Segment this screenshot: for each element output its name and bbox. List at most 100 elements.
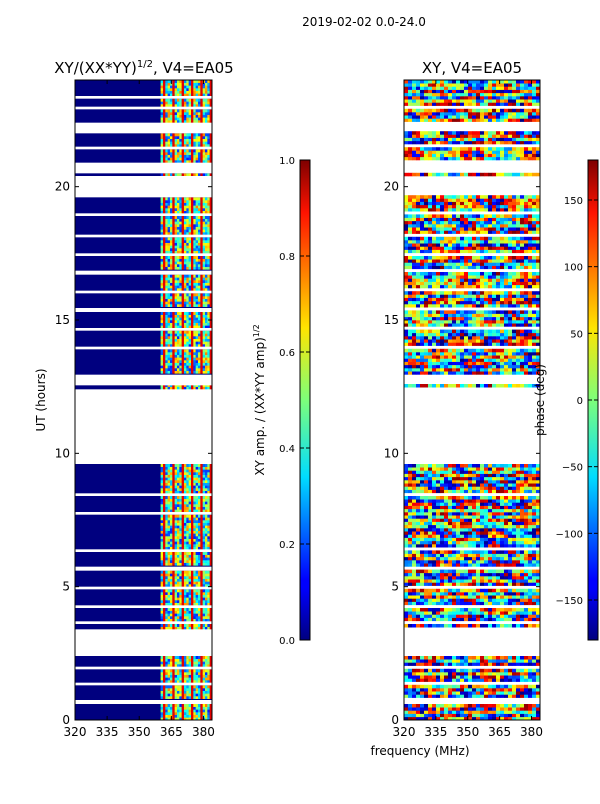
phase-cell bbox=[536, 553, 541, 558]
amp-cell bbox=[200, 149, 203, 153]
amp-cell bbox=[165, 200, 168, 203]
phase-cell bbox=[528, 675, 533, 679]
phase-cell bbox=[492, 608, 497, 612]
amp-cell bbox=[160, 578, 164, 582]
phase-cell bbox=[448, 668, 453, 673]
phase-cell bbox=[416, 716, 421, 721]
phase-cell bbox=[492, 592, 497, 596]
phase-cell bbox=[504, 582, 509, 586]
phase-cell bbox=[512, 521, 517, 526]
amp-cell bbox=[183, 533, 187, 537]
amp-cell bbox=[165, 368, 168, 371]
amp-cell bbox=[176, 120, 180, 123]
amp-cell bbox=[176, 104, 180, 107]
phase-cell bbox=[492, 524, 497, 529]
phase-cell bbox=[440, 592, 445, 596]
amp-cell bbox=[183, 80, 187, 83]
amp-cell bbox=[179, 293, 182, 297]
amp-cell bbox=[160, 354, 164, 358]
phase-cell bbox=[484, 688, 489, 692]
amp-cell bbox=[174, 672, 178, 675]
amp-cell bbox=[197, 248, 201, 251]
amp-cell bbox=[167, 216, 171, 219]
amp-cell bbox=[176, 322, 180, 326]
phase-cell bbox=[496, 694, 501, 698]
amp-cell bbox=[165, 218, 168, 222]
phase-cell bbox=[448, 550, 453, 554]
amp-cell bbox=[179, 98, 182, 102]
amp-cell bbox=[165, 469, 168, 473]
amp-cell bbox=[193, 597, 196, 601]
amp-cell bbox=[195, 173, 199, 177]
phase-cell bbox=[528, 582, 533, 586]
amp-cell bbox=[174, 266, 178, 270]
amp-cell bbox=[169, 504, 173, 507]
amp-cell bbox=[186, 210, 189, 214]
amp-cell bbox=[172, 472, 175, 475]
amp-cell bbox=[202, 330, 206, 334]
phase-cell bbox=[508, 614, 513, 618]
phase-cell bbox=[452, 694, 457, 698]
phase-cell bbox=[416, 572, 421, 577]
amp-cell bbox=[183, 232, 187, 235]
amp-cell bbox=[200, 613, 203, 617]
phase-cell bbox=[484, 614, 489, 618]
phase-cell bbox=[448, 608, 453, 612]
amp-cell bbox=[186, 221, 189, 225]
phase-cell bbox=[432, 694, 437, 698]
amp-cell bbox=[165, 344, 168, 347]
amp-cell bbox=[207, 288, 210, 291]
phase-cell bbox=[536, 662, 541, 666]
phase-cell bbox=[448, 540, 453, 545]
amp-cell bbox=[193, 485, 196, 489]
amp-cell bbox=[195, 117, 199, 121]
amp-cell bbox=[183, 610, 187, 614]
amp-cell bbox=[169, 618, 173, 622]
amp-cell bbox=[172, 120, 175, 123]
amp-cell bbox=[174, 352, 178, 355]
data-gap bbox=[75, 146, 212, 150]
amp-cell bbox=[176, 469, 180, 473]
amp-cell bbox=[186, 613, 189, 617]
phase-cell bbox=[504, 675, 509, 679]
amp-cell bbox=[209, 533, 213, 537]
amp-cell bbox=[176, 330, 180, 334]
amp-cell bbox=[183, 464, 187, 467]
phase-cell bbox=[408, 614, 413, 618]
amp-cell bbox=[209, 544, 213, 547]
amp-cell bbox=[160, 152, 164, 155]
amp-cell bbox=[193, 520, 196, 523]
amp-cell bbox=[202, 592, 206, 595]
amp-cell bbox=[190, 498, 194, 502]
phase-cell bbox=[516, 528, 521, 532]
amp-cell bbox=[181, 85, 185, 89]
amp-cell bbox=[162, 560, 166, 563]
phase-cell bbox=[464, 572, 469, 577]
amp-cell bbox=[197, 237, 201, 241]
amp-cell bbox=[188, 362, 192, 366]
amp-cell bbox=[190, 314, 194, 318]
amp-cell bbox=[197, 336, 201, 339]
amp-cell bbox=[174, 264, 178, 267]
amp-cell bbox=[197, 536, 201, 539]
phase-cell bbox=[528, 694, 533, 698]
phase-cell bbox=[468, 556, 473, 561]
amp-cell bbox=[176, 506, 180, 510]
amp-cell bbox=[169, 325, 173, 329]
phase-cell bbox=[408, 617, 413, 622]
amp-cell bbox=[188, 690, 192, 694]
phase-cell bbox=[532, 710, 537, 714]
amp-cell bbox=[160, 589, 164, 593]
phase-cell bbox=[452, 598, 457, 602]
phase-cell bbox=[484, 540, 489, 545]
phase-cell bbox=[428, 662, 433, 666]
amp-cell bbox=[181, 626, 185, 630]
amp-cell bbox=[167, 354, 171, 358]
amp-cell bbox=[197, 592, 201, 595]
amp-cell bbox=[204, 368, 208, 371]
amp-cell bbox=[165, 288, 168, 291]
phase-cell bbox=[480, 688, 485, 692]
amp-cell bbox=[183, 197, 187, 201]
amp-cell bbox=[165, 205, 168, 209]
phase-cell bbox=[528, 579, 533, 583]
